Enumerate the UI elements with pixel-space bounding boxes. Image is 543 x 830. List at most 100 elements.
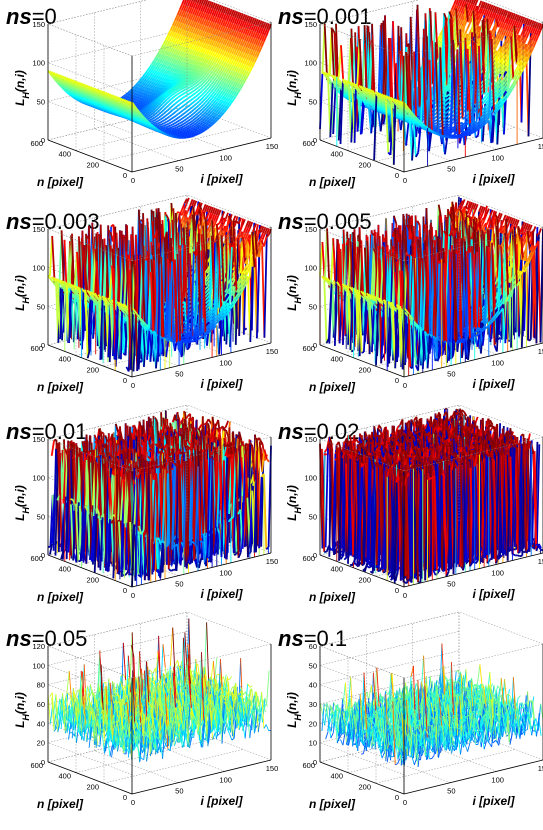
surface-segment	[172, 19, 177, 26]
surface-segment	[136, 93, 141, 97]
surface-segment	[172, 53, 177, 59]
surface-segment	[190, 32, 195, 39]
surface-segment	[190, 97, 194, 102]
surface-segment	[175, 130, 179, 133]
box-edge	[47, 23, 133, 57]
surface-segment	[166, 134, 171, 137]
surface-segment	[442, 120, 446, 124]
surface-segment	[73, 79, 78, 85]
surface-segment	[169, 67, 174, 72]
surface-segment	[191, 121, 195, 125]
surface-segment	[158, 125, 162, 128]
surface-segment	[173, 20, 178, 27]
surface-segment	[323, 23, 328, 80]
surface-segment	[163, 81, 168, 86]
surface-segment	[190, 49, 195, 56]
surface-segment	[82, 91, 87, 96]
surface-segment	[162, 77, 167, 82]
surface	[47, 0, 272, 139]
panel-2: ns=0.0010501001500200400600050100150n [p…	[278, 0, 543, 189]
surface-segment	[171, 79, 176, 84]
surface-segment	[446, 124, 450, 127]
surface-segment	[195, 133, 199, 136]
surface-segment	[58, 76, 63, 81]
surface-segment	[150, 94, 154, 99]
surface-segment	[182, 30, 187, 36]
surface-segment	[153, 89, 157, 94]
surface-segment	[166, 40, 171, 47]
surface-segment	[188, 26, 193, 33]
surface-segment	[187, 19, 192, 26]
surface-segment	[164, 74, 169, 79]
surface-segment	[141, 85, 146, 90]
surface-segment	[139, 99, 144, 104]
surface-segment	[186, 108, 191, 112]
surface-segment	[138, 94, 143, 98]
surface-segment	[193, 0, 196, 3]
surface-segment	[162, 131, 166, 135]
surface-segment	[173, 68, 178, 73]
surface-segment	[137, 87, 142, 92]
surface-segment	[63, 82, 68, 87]
surface-segment	[167, 127, 171, 130]
surface-segment	[193, 34, 198, 40]
surface-segment	[160, 63, 165, 69]
surface-segment	[202, 19, 207, 26]
surface-segment	[196, 23, 201, 30]
surface-segment	[143, 70, 148, 76]
surface-segment	[185, 120, 189, 124]
surface-segment	[188, 91, 193, 95]
surface-segment	[179, 40, 184, 46]
surface-segment	[196, 114, 201, 118]
surface-segment	[186, 6, 191, 13]
surface-segment	[150, 91, 155, 96]
surface-segment	[196, 82, 200, 87]
surface-segment	[157, 118, 161, 122]
surface-segment	[200, 100, 204, 104]
surface-segment	[163, 121, 168, 124]
surface-segment	[52, 71, 57, 77]
surface-segment	[65, 83, 70, 88]
surface-segment	[177, 65, 182, 70]
surface-segment	[197, 132, 201, 135]
surface-segment	[145, 98, 150, 103]
surface-segment	[153, 118, 157, 122]
surface-segment	[169, 109, 173, 113]
surface-segment	[210, 85, 215, 90]
surface-segment	[138, 96, 142, 101]
surface-segment	[178, 124, 182, 128]
surface-segment	[152, 94, 156, 99]
surface-segment	[196, 100, 200, 105]
surface-segment	[190, 126, 194, 130]
surface-segment	[148, 80, 153, 85]
surface-segment	[133, 92, 137, 96]
surface-segment	[153, 86, 158, 90]
surface-segment	[193, 39, 198, 46]
surface-segment	[181, 116, 185, 120]
surface-segment	[180, 4, 186, 11]
surface-segment	[177, 127, 182, 130]
surface-segment	[165, 46, 170, 52]
surface-segment	[157, 53, 162, 59]
surface-segment	[180, 29, 185, 35]
surface-segment	[181, 84, 185, 88]
surface-segment	[193, 21, 198, 28]
surface-segment	[204, 85, 208, 90]
surface-segment	[164, 132, 168, 136]
surface-segment	[157, 48, 162, 54]
surface-segment	[181, 23, 186, 30]
surface-segment	[170, 120, 174, 124]
surface-segment	[169, 71, 173, 76]
surface-segment	[164, 34, 170, 41]
surface-segment	[175, 108, 180, 112]
surface-segment	[190, 113, 194, 117]
surface-segment	[178, 9, 183, 17]
surface-segment	[138, 80, 143, 85]
surface-segment	[179, 86, 183, 89]
surface-segment	[199, 130, 204, 134]
surface-segment	[140, 97, 144, 101]
surface-segment	[196, 3, 201, 10]
surface-segment	[178, 34, 183, 40]
surface-segment	[136, 96, 140, 100]
surface-segment	[54, 79, 59, 84]
